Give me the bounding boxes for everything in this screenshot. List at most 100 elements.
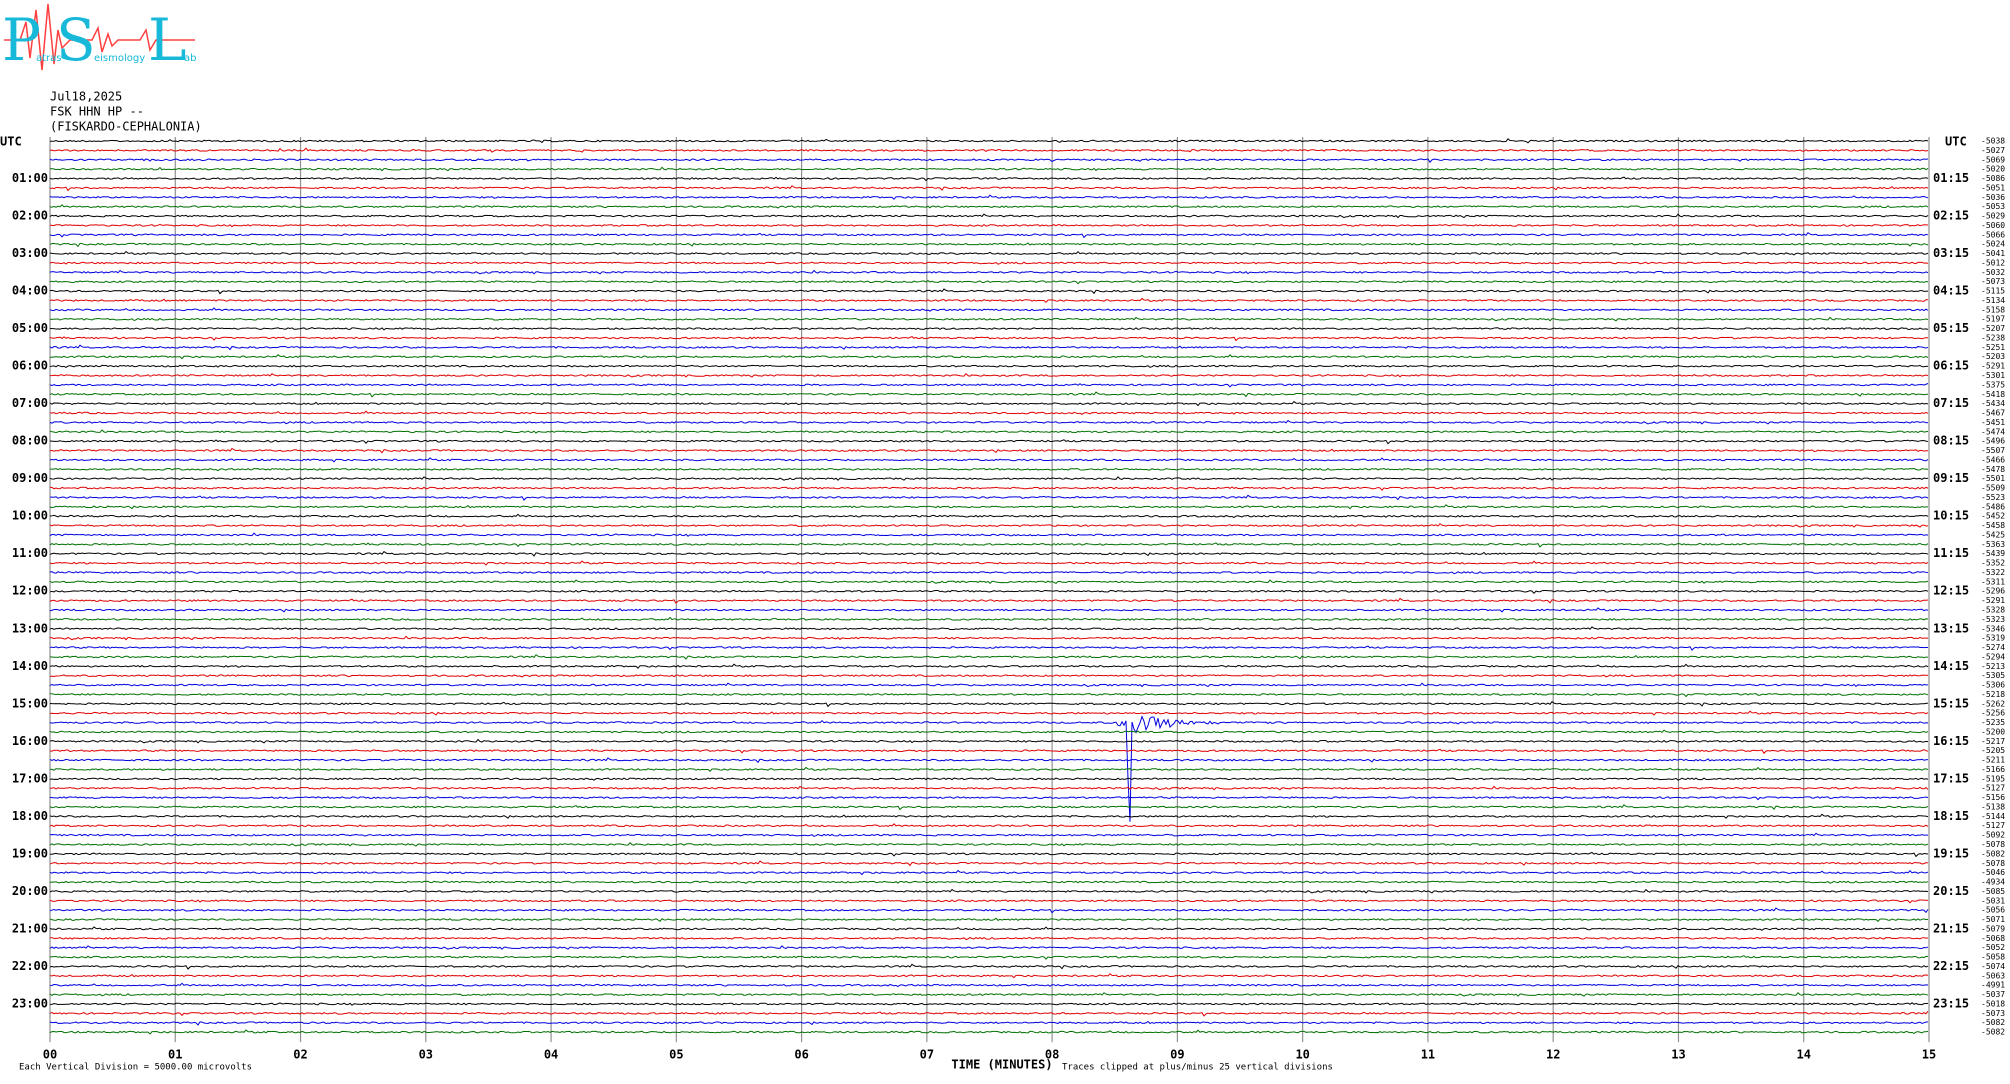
trace xyxy=(49,419,1929,425)
trace-offset: -4991 xyxy=(1981,981,2005,990)
trace xyxy=(49,447,1929,454)
hour-label-left: 10:00 xyxy=(12,509,48,523)
trace xyxy=(49,410,1929,415)
trace-offset: -5052 xyxy=(1981,943,2005,952)
utc-label-left: UTC xyxy=(0,135,22,149)
trace-offset: -5197 xyxy=(1981,315,2005,324)
trace-offset: -5115 xyxy=(1981,287,2005,296)
trace xyxy=(49,288,1929,295)
trace xyxy=(49,400,1929,407)
hour-label-left: 22:00 xyxy=(12,959,48,973)
trace-offset: -5274 xyxy=(1981,643,2005,652)
trace-offset: -5195 xyxy=(1981,774,2005,783)
trace xyxy=(49,813,1929,819)
trace xyxy=(49,307,1929,312)
trace-offset: -5056 xyxy=(1981,906,2005,915)
trace xyxy=(49,936,1929,941)
trace xyxy=(49,166,1929,172)
trace-offset: -5134 xyxy=(1981,296,2005,305)
hour-label-right: 19:15 xyxy=(1933,846,1969,860)
trace xyxy=(49,1029,1929,1035)
trace-offset: -5507 xyxy=(1981,446,2005,455)
trace xyxy=(49,832,1929,837)
trace xyxy=(49,261,1929,265)
trace-offset: -5068 xyxy=(1981,934,2005,943)
trace-offset: -5291 xyxy=(1981,362,2005,371)
trace-offset: -5156 xyxy=(1981,793,2005,802)
trace-offset: -5046 xyxy=(1981,868,2005,877)
logo-letter: L xyxy=(148,6,187,74)
trace xyxy=(49,888,1929,894)
trace-offset: -5082 xyxy=(1981,849,2005,858)
trace xyxy=(49,729,1929,734)
hour-label-left: 11:00 xyxy=(12,546,48,560)
minute-label: 04 xyxy=(544,1048,558,1062)
trace-offset: -5060 xyxy=(1981,221,2005,230)
hour-label-right: 20:15 xyxy=(1933,884,1969,898)
trace-offset: -5425 xyxy=(1981,530,2005,539)
trace xyxy=(49,542,1929,548)
hour-label-right: 12:15 xyxy=(1933,584,1969,598)
trace xyxy=(49,674,1929,678)
trace-offset: -5319 xyxy=(1981,634,2005,643)
hour-label-left: 06:00 xyxy=(12,359,48,373)
trace xyxy=(49,785,1929,791)
trace xyxy=(49,213,1929,219)
trace-offset: -5363 xyxy=(1981,540,2005,549)
hour-label-left: 05:00 xyxy=(12,321,48,335)
trace-offset: -5032 xyxy=(1981,268,2005,277)
trace xyxy=(49,269,1929,275)
trace-offset: -5328 xyxy=(1981,606,2005,615)
traces xyxy=(49,138,1929,1035)
station: FSK HHN HP -- xyxy=(50,105,144,119)
trace-offset: -5301 xyxy=(1981,371,2005,380)
trace xyxy=(49,204,1929,209)
trace-offset: -5058 xyxy=(1981,953,2005,962)
trace-offset: -5078 xyxy=(1981,859,2005,868)
location: (FISKARDO-CEPHALONIA) xyxy=(50,120,202,134)
trace-offset: -5322 xyxy=(1981,568,2005,577)
trace xyxy=(49,851,1929,858)
trace xyxy=(49,486,1929,491)
minute-label: 14 xyxy=(1797,1048,1811,1062)
trace xyxy=(49,579,1929,585)
trace-offset: -5418 xyxy=(1981,390,2005,399)
trace xyxy=(49,297,1929,304)
hour-label-left: 18:00 xyxy=(12,809,48,823)
trace xyxy=(49,663,1929,669)
trace-offset: -5053 xyxy=(1981,202,2005,211)
trace xyxy=(49,757,1929,764)
trace-offset: -5458 xyxy=(1981,521,2005,530)
trace xyxy=(49,439,1929,445)
trace-offset: -5078 xyxy=(1981,840,2005,849)
minute-label: 01 xyxy=(168,1048,182,1062)
hour-label-right: 17:15 xyxy=(1933,771,1969,785)
trace xyxy=(49,589,1929,595)
logo-word: atras xyxy=(36,53,62,64)
trace xyxy=(49,682,1929,688)
trace xyxy=(49,327,1929,331)
logo-word: ab xyxy=(184,53,196,64)
trace xyxy=(49,467,1929,472)
hour-label-right: 23:15 xyxy=(1933,996,1969,1010)
trace xyxy=(49,523,1929,528)
hour-label-left: 17:00 xyxy=(12,771,48,785)
trace xyxy=(49,607,1929,613)
trace-offset: -5323 xyxy=(1981,615,2005,624)
trace xyxy=(49,550,1929,557)
minute-label: 08 xyxy=(1045,1048,1059,1062)
trace-offset: -5027 xyxy=(1981,146,2005,155)
minute-label: 10 xyxy=(1295,1048,1309,1062)
trace-offset: -5256 xyxy=(1981,709,2005,718)
trace xyxy=(49,766,1929,773)
trace-offset: -5029 xyxy=(1981,212,2005,221)
trace-offset: -5166 xyxy=(1981,765,2005,774)
hour-label-right: 15:15 xyxy=(1933,696,1969,710)
trace-offset: -5346 xyxy=(1981,624,2005,633)
trace xyxy=(49,457,1929,463)
trace xyxy=(49,494,1929,501)
trace xyxy=(49,138,1929,144)
trace xyxy=(49,926,1929,931)
